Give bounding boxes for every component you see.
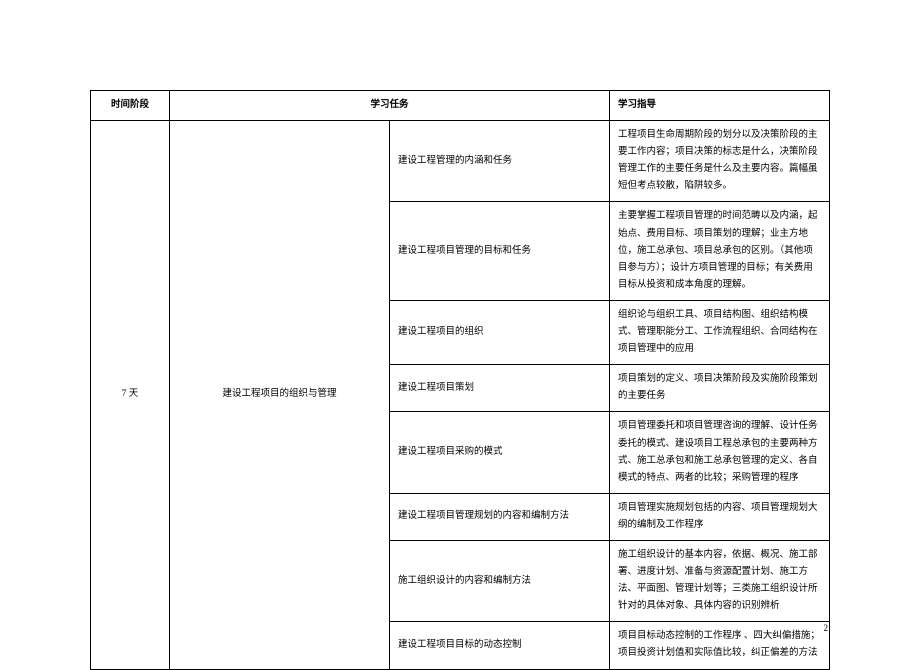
- stage-cell: 7 天: [91, 121, 170, 669]
- header-stage: 时间阶段: [91, 91, 170, 121]
- task-sub-cell: 建设工程项目策划: [390, 365, 610, 412]
- table-header-row: 时间阶段 学习任务 学习指导: [91, 91, 830, 121]
- page-number: 2: [824, 623, 829, 633]
- guide-cell: 项目管理实施规划包括的内容、项目管理规划大纲的编制及工作程序: [610, 493, 830, 540]
- task-sub-cell: 施工组织设计的内容和编制方法: [390, 540, 610, 621]
- guide-cell: 项目管理委托和项目管理咨询的理解、设计任务委托的模式、建设项目工程总承包的主要两…: [610, 412, 830, 493]
- task-sub-cell: 建设工程项目的组织: [390, 300, 610, 364]
- guide-cell: 施工组织设计的基本内容，依据、概况、施工部署、进度计划、准备与资源配置计划、施工…: [610, 540, 830, 621]
- task-sub-cell: 建设工程项目目标的动态控制: [390, 622, 610, 669]
- header-guide: 学习指导: [610, 91, 830, 121]
- header-task: 学习任务: [170, 91, 610, 121]
- study-plan-table: 时间阶段 学习任务 学习指导 7 天 建设工程项目的组织与管理 建设工程管理的内…: [90, 90, 830, 670]
- study-plan-table-container: 时间阶段 学习任务 学习指导 7 天 建设工程项目的组织与管理 建设工程管理的内…: [90, 90, 830, 670]
- task-sub-cell: 建设工程项目管理规划的内容和编制方法: [390, 493, 610, 540]
- guide-cell: 组织论与组织工具、项目结构图、组织结构模式、管理职能分工、工作流程组织、合同结构…: [610, 300, 830, 364]
- task-main-cell: 建设工程项目的组织与管理: [170, 121, 390, 669]
- task-sub-cell: 建设工程项目管理的目标和任务: [390, 202, 610, 300]
- table-row: 7 天 建设工程项目的组织与管理 建设工程管理的内涵和任务 工程项目生命周期阶段…: [91, 121, 830, 202]
- task-sub-cell: 建设工程管理的内涵和任务: [390, 121, 610, 202]
- guide-cell: 工程项目生命周期阶段的划分以及决策阶段的主要工作内容；项目决策的标志是什么，决策…: [610, 121, 830, 202]
- guide-cell: 项目策划的定义、项目决策阶段及实施阶段策划的主要任务: [610, 365, 830, 412]
- task-sub-cell: 建设工程项目采购的模式: [390, 412, 610, 493]
- guide-cell: 主要掌握工程项目管理的时间范畴以及内涵，起始点、费用目标、项目策划的理解；业主方…: [610, 202, 830, 300]
- guide-cell: 项目目标动态控制的工作程序 、四大纠偏措施；项目投资计划值和实际值比较，纠正偏差…: [610, 622, 830, 669]
